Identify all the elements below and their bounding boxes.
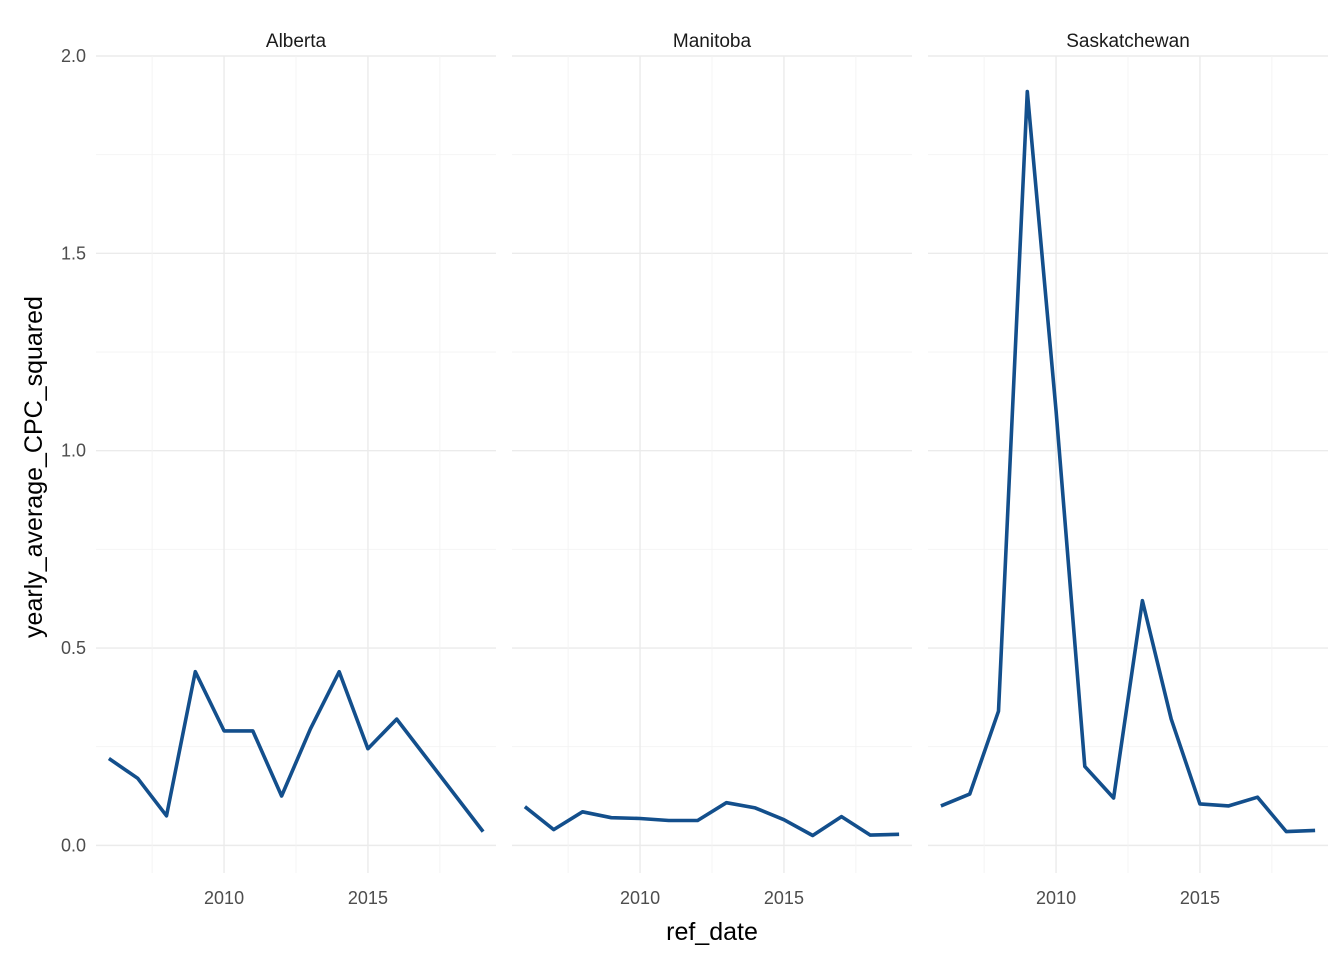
y-tick-label: 0.0 [61,835,86,855]
y-tick-label: 0.5 [61,638,86,658]
x-tick-label: 2010 [1036,888,1076,908]
facet-title-saskatchewan: Saskatchewan [1066,31,1190,52]
x-tick-label: 2015 [764,888,804,908]
y-tick-label: 1.5 [61,243,86,263]
x-axis-title: ref_date [666,918,758,946]
grid-layer [96,55,1328,873]
y-axis-tick-labels: 0.0 0.5 1.0 1.5 2.0 [61,46,86,855]
x-tick-label: 2015 [348,888,388,908]
x-tick-label: 2010 [620,888,660,908]
x-axis-tick-labels: 2010 2015 2010 2015 2010 2015 [204,888,1220,908]
y-axis-title: yearly_average_CPC_squared [20,296,48,638]
series-line-manitoba [523,800,900,838]
facet-title-manitoba: Manitoba [673,31,752,52]
series-line-saskatchewan [940,89,1316,834]
y-tick-label: 2.0 [61,46,86,66]
facet-strip-labels: Alberta Manitoba Saskatchewan [266,31,1190,52]
series-lines [107,89,1316,838]
x-tick-label: 2015 [1180,888,1220,908]
x-tick-label: 2010 [204,888,244,908]
y-tick-label: 1.0 [61,441,86,461]
series-line-alberta [107,669,485,833]
facet-title-alberta: Alberta [266,31,327,52]
